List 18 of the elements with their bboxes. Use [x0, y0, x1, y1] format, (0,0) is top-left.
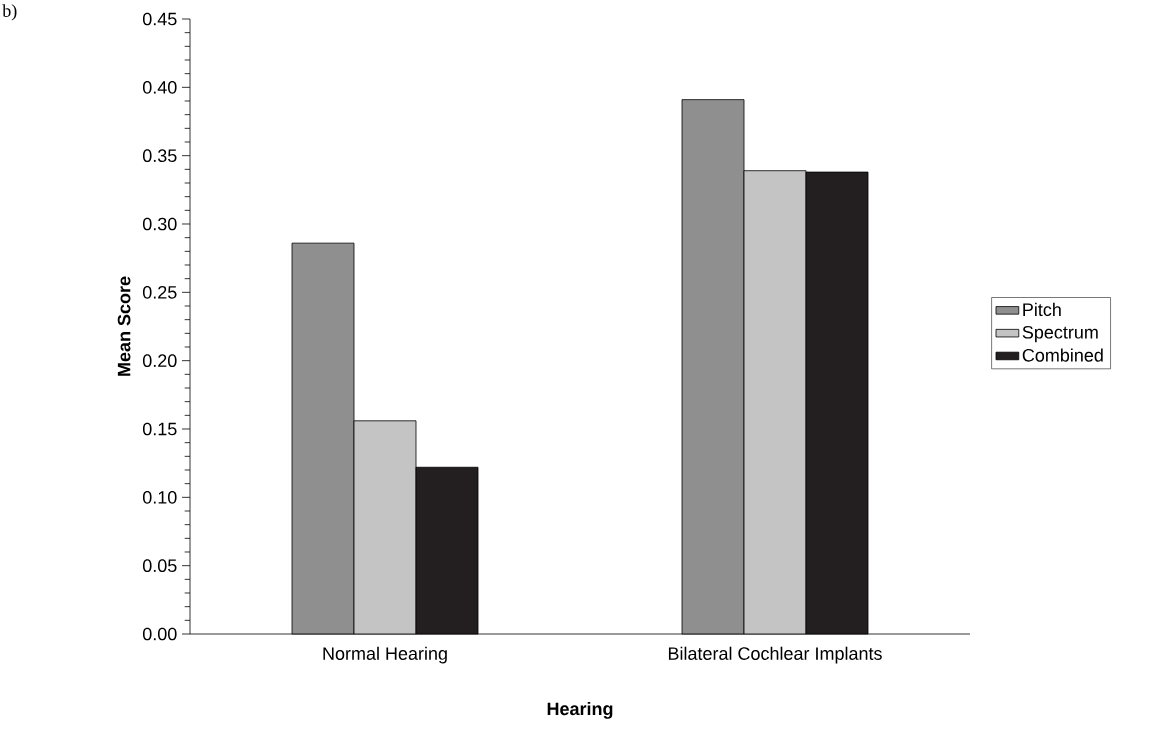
y-axis-title: Mean Score [117, 276, 131, 376]
legend-label: Combined [1022, 348, 1103, 362]
y-tick-label: 0.25 [142, 285, 177, 299]
legend-label: Pitch [1023, 302, 1061, 317]
y-tick-label: 0.35 [142, 149, 177, 163]
y-tick-label: 0.30 [142, 217, 177, 231]
y-tick-label: 0.10 [142, 490, 177, 504]
y-tick-label: 0.45 [142, 12, 177, 26]
y-tick-label: 0.15 [142, 422, 177, 436]
x-axis-title: Hearing [547, 701, 613, 719]
y-tick-label: 0.40 [142, 80, 177, 94]
legend-label: Spectrum [1022, 325, 1098, 343]
x-tick-label: Bilateral Cochlear Implants [668, 646, 882, 664]
y-tick-label: 0.05 [142, 559, 177, 573]
y-tick-label: 0.20 [142, 354, 177, 368]
y-tick-label: 0.00 [142, 627, 177, 641]
x-tick-label: Normal Hearing [323, 646, 447, 664]
text: b) [2, 4, 17, 21]
